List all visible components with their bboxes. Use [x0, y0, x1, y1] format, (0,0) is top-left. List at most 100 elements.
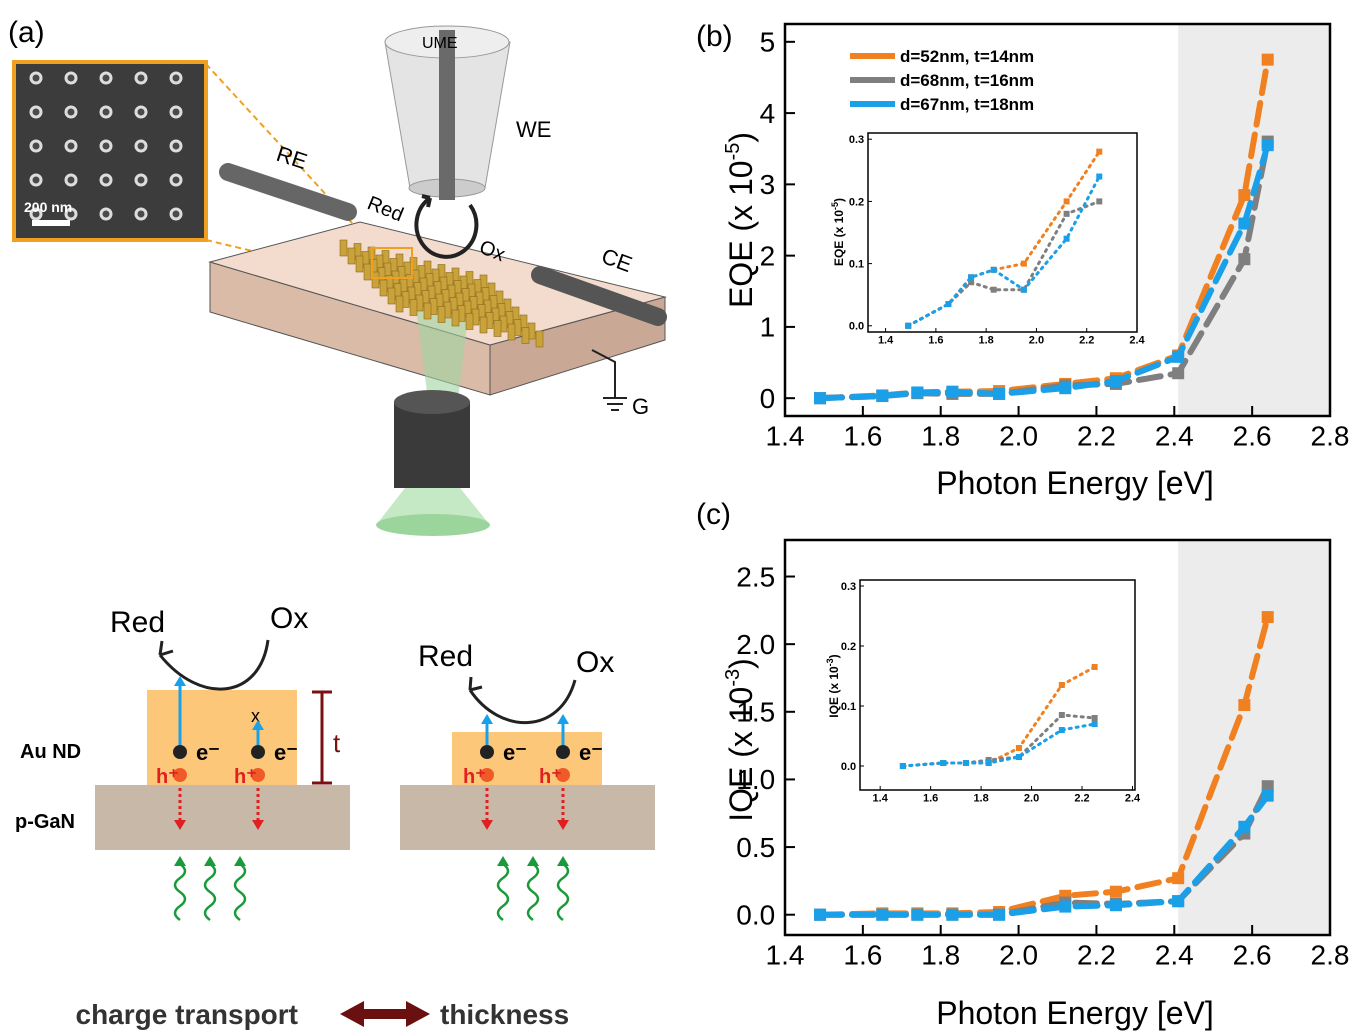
sem-dot — [101, 175, 111, 185]
data-point — [946, 909, 958, 921]
data-point — [1059, 682, 1065, 688]
electron — [173, 745, 187, 759]
sem-dot — [101, 141, 111, 151]
y-title-suffix: ) — [827, 654, 841, 658]
y-axis-title: EQE (x 10-5) — [722, 132, 759, 308]
nanodisk — [372, 272, 379, 288]
data-point — [1092, 721, 1098, 727]
page: (a) 200 nm UME WE RE CE Red Ox G Au ND p… — [0, 0, 1361, 1031]
sem-image: 200 nm — [14, 62, 206, 240]
y-title-suffix: ) — [723, 658, 759, 669]
x-tick-label: 2.4 — [1155, 420, 1194, 451]
data-point — [946, 386, 958, 398]
x-tick-label: 2.4 — [1155, 939, 1194, 970]
figure: (a) 200 nm UME WE RE CE Red Ox G Au ND p… — [0, 0, 1361, 1031]
x-tick-label: 1.8 — [921, 420, 960, 451]
sem-dot — [101, 209, 111, 219]
data-point — [1092, 664, 1098, 670]
red-label: Red — [110, 606, 165, 639]
data-point — [1172, 367, 1184, 379]
data-point — [1110, 886, 1122, 898]
nanodisk — [424, 303, 431, 319]
y-title-suffix: ) — [723, 132, 759, 143]
y-tick-label: 4 — [760, 98, 776, 129]
x-tick-label: 2.2 — [1077, 939, 1116, 970]
y-tick-label: 1 — [760, 312, 776, 343]
data-point — [1064, 236, 1070, 242]
ox-label: Ox — [270, 602, 308, 635]
electron — [556, 745, 570, 759]
sem-dot — [171, 107, 181, 117]
data-point — [1059, 712, 1065, 718]
data-point — [993, 909, 1005, 921]
schematic: Au ND p-GaN Red Ox Red Ox t x e⁻h⁺e⁻h⁺e⁻… — [15, 602, 655, 1030]
electron-label: e⁻ — [579, 740, 603, 765]
light-wave — [235, 864, 245, 920]
y-axis-title: IQE (x 10-3) — [722, 658, 759, 822]
data-point — [991, 267, 997, 273]
x-tick-label: 1.8 — [921, 939, 960, 970]
y-title-text: IQE (x 10 — [723, 687, 759, 822]
nanodisk — [356, 256, 363, 272]
nanodisk — [438, 307, 445, 323]
y-tick-label: 0.1 — [841, 701, 856, 713]
data-point — [1096, 149, 1102, 155]
ume-label: UME — [422, 35, 458, 52]
y-tick-label: 3 — [760, 169, 776, 200]
data-point — [1021, 261, 1027, 267]
ground-label: G — [632, 394, 649, 419]
x-tick-label: 1.8 — [979, 335, 994, 347]
y-title-text: EQE (x 10 — [832, 210, 846, 266]
x-tick-label: 2.8 — [1311, 420, 1350, 451]
electron — [480, 745, 494, 759]
hole-label: h⁺ — [539, 766, 562, 788]
x-tick-label: 2.4 — [1129, 335, 1145, 347]
arrow-head — [174, 856, 186, 866]
sem-dot — [171, 141, 181, 151]
data-point — [1110, 375, 1122, 387]
data-point — [1238, 253, 1250, 265]
y-tick-label: 0.0 — [841, 761, 856, 773]
data-point — [1016, 754, 1022, 760]
light-wave — [498, 864, 508, 920]
data-point — [940, 760, 946, 766]
electron-label: e⁻ — [196, 740, 220, 765]
arrow-head — [557, 714, 569, 724]
caption: thickness — [440, 999, 569, 1030]
panel-label: (c) — [696, 498, 731, 531]
sem-dot — [136, 209, 146, 219]
legend-label: d=68nm, t=16nm — [900, 71, 1034, 90]
nanodisk — [380, 280, 387, 296]
y-tick-label: 0.0 — [849, 321, 864, 333]
data-point — [814, 909, 826, 921]
data-point — [968, 274, 974, 280]
y-title-exp: -3 — [722, 669, 744, 687]
y-title-exp: -5 — [830, 202, 840, 210]
layer-label: p-GaN — [15, 811, 75, 833]
data-point — [900, 763, 906, 769]
nanodisk — [466, 314, 473, 330]
data-point — [1064, 211, 1070, 217]
data-point — [1059, 901, 1071, 913]
data-point — [876, 390, 888, 402]
data-point — [1262, 611, 1274, 623]
x-tick-label: 1.4 — [766, 939, 805, 970]
x-tick-label: 2.4 — [1125, 793, 1141, 805]
data-point — [963, 760, 969, 766]
scale-bar-label: 200 nm — [24, 199, 72, 215]
x-tick-label: 1.6 — [843, 939, 882, 970]
arrow-head — [527, 856, 539, 866]
data-point — [1172, 351, 1184, 363]
light-wave — [175, 864, 185, 920]
nanodisk — [410, 300, 417, 316]
arrow-head — [481, 714, 493, 724]
layer-label: Au ND — [20, 741, 81, 763]
x-tick-label: 1.4 — [766, 420, 805, 451]
sem-dot — [101, 107, 111, 117]
y-title-exp: -3 — [825, 658, 835, 666]
data-point — [1238, 189, 1250, 201]
data-point — [1096, 174, 1102, 180]
data-point — [1262, 54, 1274, 66]
data-point — [1059, 382, 1071, 394]
sem-dot — [171, 175, 181, 185]
